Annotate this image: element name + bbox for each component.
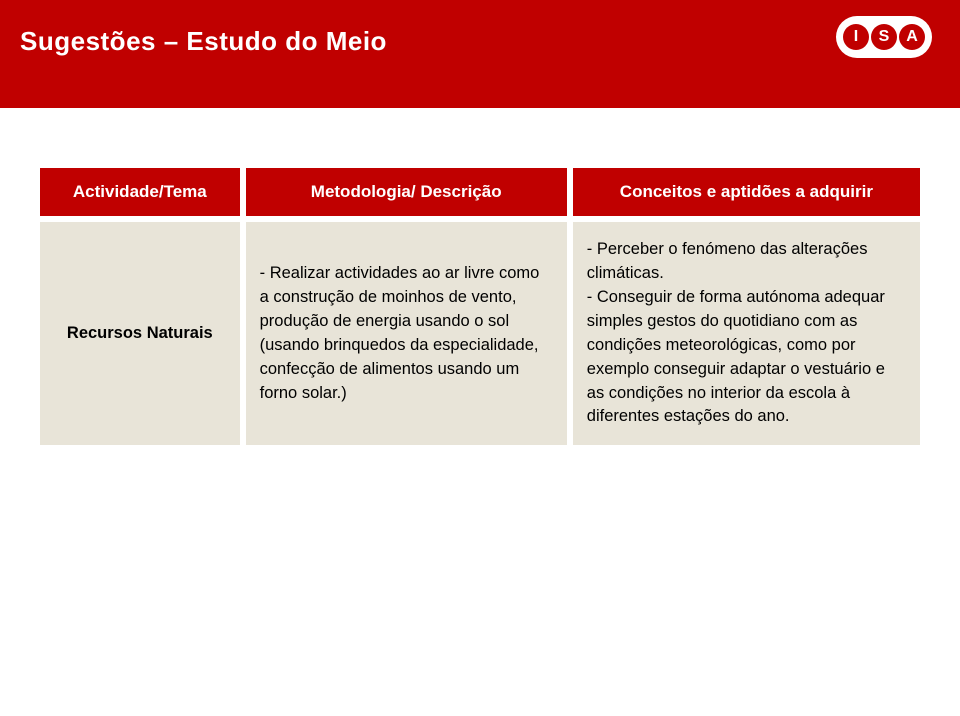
page-title: Sugestões – Estudo do Meio (20, 26, 387, 57)
col-header-activity: Actividade/Tema (40, 168, 240, 216)
cell-concepts: - Perceber o fenómeno das alterações cli… (573, 222, 920, 445)
logo-letter-a: A (899, 24, 925, 50)
logo-letter-i: I (843, 24, 869, 50)
cell-activity: Recursos Naturais (40, 222, 240, 445)
isa-logo: I S A (836, 16, 932, 58)
curriculum-table: Actividade/Tema Metodologia/ Descrição C… (34, 162, 926, 451)
table-row: Recursos Naturais - Realizar actividades… (40, 222, 920, 445)
table-header-row: Actividade/Tema Metodologia/ Descrição C… (40, 168, 920, 216)
cell-method: - Realizar actividades ao ar livre como … (246, 222, 567, 445)
logo-letter-s: S (871, 24, 897, 50)
header-band: Sugestões – Estudo do Meio I S A (0, 0, 960, 108)
col-header-concepts: Conceitos e aptidões a adquirir (573, 168, 920, 216)
col-header-method: Metodologia/ Descrição (246, 168, 567, 216)
content-area: Actividade/Tema Metodologia/ Descrição C… (0, 108, 960, 451)
